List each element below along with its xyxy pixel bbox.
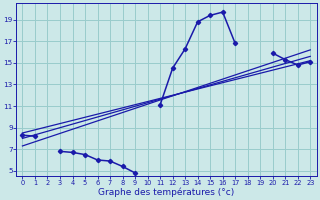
X-axis label: Graphe des températures (°c): Graphe des températures (°c) xyxy=(98,187,235,197)
